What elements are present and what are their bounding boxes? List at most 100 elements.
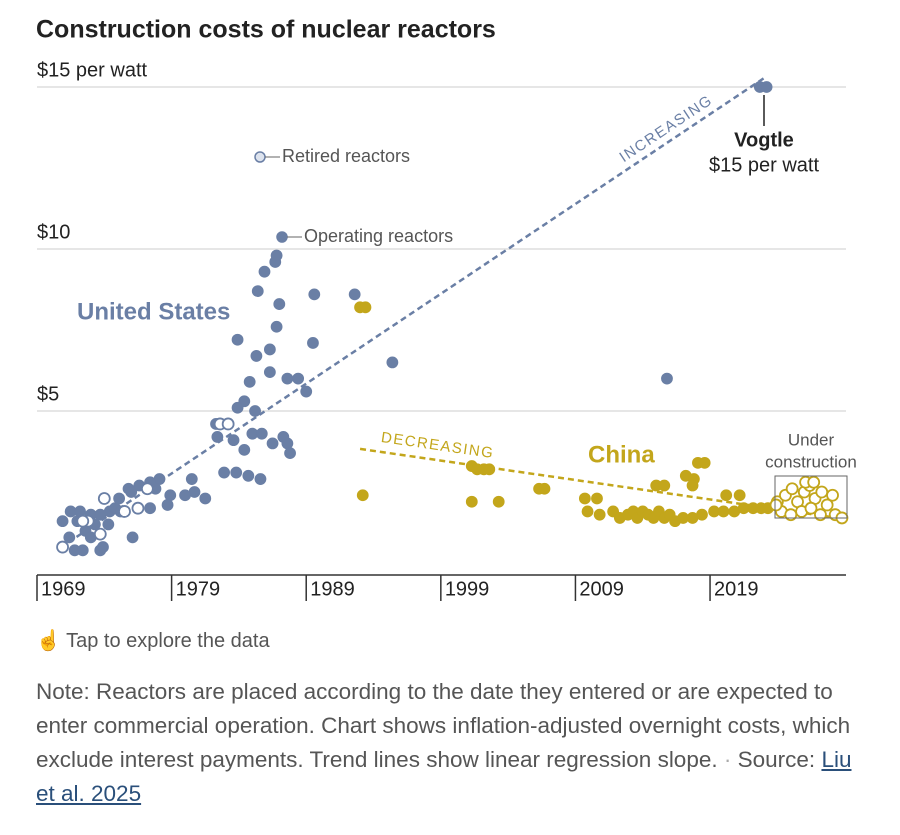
point — [733, 489, 746, 502]
x-tick-label: 1979 — [176, 578, 221, 600]
point — [492, 495, 505, 508]
open-point — [140, 482, 154, 496]
y-tick-label: $5 — [37, 383, 59, 405]
open-point — [769, 498, 783, 512]
point — [211, 431, 224, 443]
point — [227, 434, 240, 447]
point — [255, 427, 268, 440]
point — [242, 469, 255, 482]
point — [76, 544, 89, 557]
point — [717, 505, 730, 518]
legend-marker — [254, 151, 266, 163]
open-point — [804, 501, 818, 515]
point — [591, 492, 603, 505]
trend-label: INCREASING — [616, 92, 716, 166]
open-point — [807, 475, 821, 489]
point — [164, 489, 177, 502]
point — [292, 372, 305, 385]
point — [249, 405, 261, 417]
separator: · — [723, 747, 732, 772]
open-point — [221, 417, 235, 431]
point — [56, 515, 69, 528]
open-point — [826, 488, 839, 502]
open-point — [814, 508, 827, 522]
open-point — [820, 498, 834, 512]
point — [258, 265, 271, 278]
point — [578, 492, 591, 505]
point — [348, 288, 361, 301]
annotation-box — [774, 475, 848, 519]
point — [359, 301, 372, 314]
point — [686, 479, 699, 492]
annotation: $15 per watt — [709, 154, 820, 176]
point — [251, 285, 264, 298]
x-tick-label: 1999 — [445, 578, 490, 600]
annotation: construction — [765, 452, 857, 471]
y-tick-label: $10 — [37, 221, 70, 243]
point — [308, 288, 321, 301]
trend-line — [59, 76, 766, 550]
tap-hint[interactable]: ☝ Tap to explore the data — [36, 630, 270, 652]
note: Note: Reactors are placed according to t… — [36, 675, 866, 811]
point — [231, 401, 244, 414]
point — [593, 508, 606, 521]
series-label: United States — [77, 298, 230, 325]
point — [658, 479, 671, 492]
y-tick-label: $15 per watt — [37, 59, 148, 81]
point — [698, 456, 711, 469]
x-tick-label: 2019 — [714, 578, 759, 600]
point — [254, 473, 267, 485]
point — [63, 531, 76, 544]
x-tick-label: 2009 — [579, 578, 624, 600]
source-link[interactable]: Liu et al. 2025 — [36, 747, 852, 806]
note-text: Note: Reactors are placed according to t… — [36, 679, 851, 772]
x-tick-label: 1969 — [41, 578, 86, 600]
point — [144, 502, 156, 515]
point — [760, 81, 773, 93]
point — [199, 492, 212, 505]
tap-text[interactable]: Tap to explore the data — [66, 630, 270, 652]
point — [102, 518, 115, 531]
legend-marker — [276, 231, 288, 243]
point — [273, 298, 286, 310]
point — [263, 366, 276, 379]
series-label: China — [588, 441, 655, 468]
point — [263, 343, 276, 356]
footer: ☝ Tap to explore the data Note: Reactors… — [36, 628, 866, 811]
open-point — [56, 540, 69, 554]
point — [113, 492, 126, 505]
point — [126, 531, 139, 544]
annotation: Under — [788, 430, 835, 449]
point — [270, 249, 283, 262]
open-point — [97, 492, 111, 505]
open-point — [76, 514, 90, 528]
point — [179, 489, 191, 502]
trend-label: DECREASING — [380, 429, 495, 462]
point — [284, 447, 296, 460]
source-label: Source: — [737, 747, 816, 772]
point — [270, 320, 283, 333]
point — [386, 356, 399, 369]
point — [125, 486, 138, 498]
point — [696, 508, 708, 521]
chart: Construction costs of nuclear reactors $… — [36, 16, 857, 601]
open-point — [93, 527, 107, 541]
open-point — [784, 508, 798, 522]
point — [300, 385, 313, 398]
point — [243, 375, 256, 388]
legend-label: Operating reactors — [304, 226, 453, 246]
open-point — [131, 501, 145, 515]
annotation: Vogtle — [734, 129, 794, 151]
point — [281, 437, 294, 450]
point — [661, 372, 673, 385]
point — [231, 333, 244, 346]
point — [356, 489, 369, 502]
point — [97, 541, 109, 553]
open-point — [815, 485, 829, 499]
point — [581, 505, 594, 518]
point — [266, 437, 279, 450]
point — [307, 337, 319, 349]
point — [185, 473, 198, 485]
point — [218, 466, 231, 479]
